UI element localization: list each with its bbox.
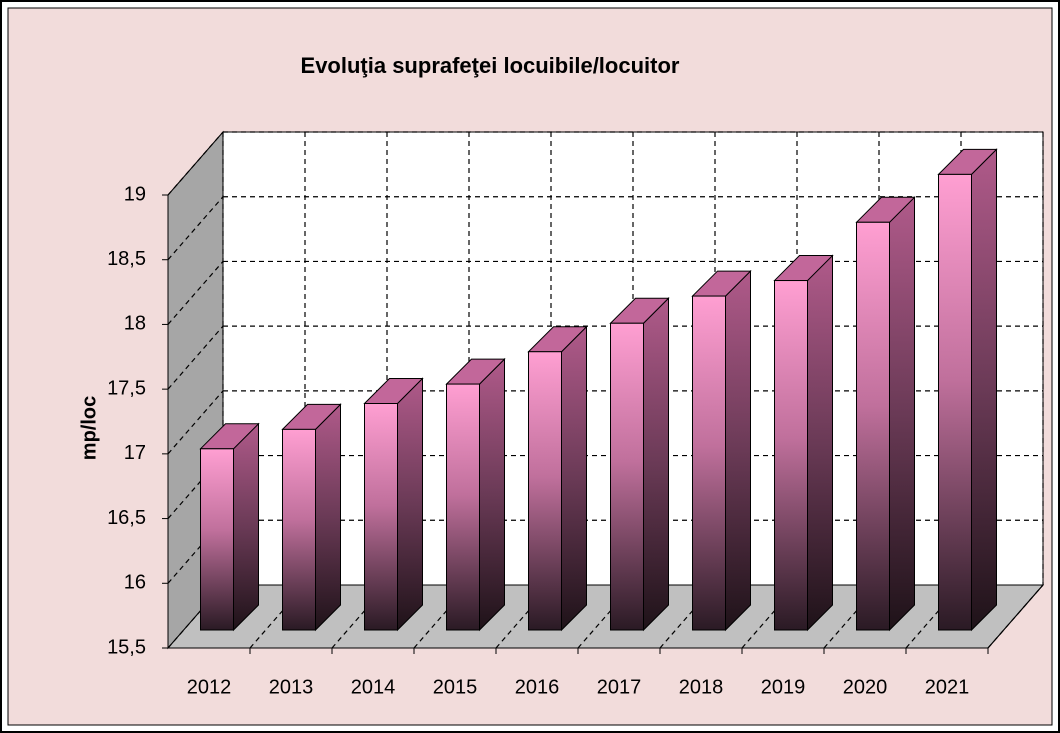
- bar: [938, 173, 972, 631]
- bar: [856, 221, 890, 631]
- x-tick-label: 2018: [679, 676, 724, 698]
- floor-grid-line: [823, 584, 880, 649]
- floor-grid-line: [659, 584, 716, 649]
- grid-line: [167, 455, 224, 519]
- y-tick-label: 15,5: [107, 636, 146, 658]
- bar-side: [643, 297, 669, 632]
- x-tick-label: 2020: [843, 676, 888, 698]
- y-tick-label: 16: [124, 572, 146, 594]
- bar-side: [971, 148, 997, 632]
- y-tick-label: 19: [124, 183, 146, 205]
- bar: [774, 280, 808, 631]
- y-tick-label: 17,5: [107, 377, 146, 399]
- floor-grid-line: [249, 584, 306, 649]
- x-tick-label: 2016: [515, 676, 560, 698]
- floor-grid-line: [331, 584, 388, 649]
- floor-grid-line: [905, 584, 962, 649]
- bar-side: [397, 377, 423, 632]
- grid-line: [167, 325, 224, 390]
- y-tick-label: 16,5: [107, 507, 146, 529]
- bar-side: [315, 403, 341, 632]
- bar-side: [561, 325, 587, 632]
- bar: [528, 351, 562, 631]
- y-tick-label: 18,5: [107, 248, 146, 270]
- bar-side: [725, 269, 751, 632]
- y-tick-label: 18: [124, 313, 146, 335]
- floor-grid-line: [167, 584, 224, 649]
- floor-grid-line: [741, 584, 798, 649]
- x-tick-label: 2015: [433, 676, 478, 698]
- bar: [364, 403, 398, 631]
- floor-grid-line: [577, 584, 634, 649]
- bar: [446, 383, 480, 631]
- bar-side: [889, 196, 915, 632]
- bar: [610, 322, 644, 631]
- floor-edge: [987, 584, 1044, 649]
- x-tick-label: 2012: [187, 676, 232, 698]
- y-tick-label: 17: [124, 442, 146, 464]
- grid-line: [167, 261, 224, 325]
- chart-title: Evoluţia suprafeţei locuibile/locuitor: [301, 53, 680, 78]
- bar: [200, 448, 234, 631]
- bar-side: [233, 422, 259, 632]
- x-tick-label: 2014: [351, 676, 396, 698]
- y-axis-label: mp/loc: [78, 396, 100, 460]
- grid-line: [167, 131, 224, 196]
- grid-line: [167, 196, 224, 261]
- floor-grid-line: [413, 584, 470, 649]
- bar-side: [479, 357, 505, 632]
- x-tick-label: 2017: [597, 676, 642, 698]
- bar-side: [807, 254, 833, 632]
- x-tick-label: 2013: [269, 676, 314, 698]
- grid-line: [167, 519, 224, 584]
- grid-line: [167, 390, 224, 455]
- x-tick-label: 2019: [761, 676, 806, 698]
- floor-grid-line: [495, 584, 552, 649]
- bar: [282, 428, 316, 631]
- x-tick-label: 2021: [925, 676, 970, 698]
- bar: [692, 295, 726, 631]
